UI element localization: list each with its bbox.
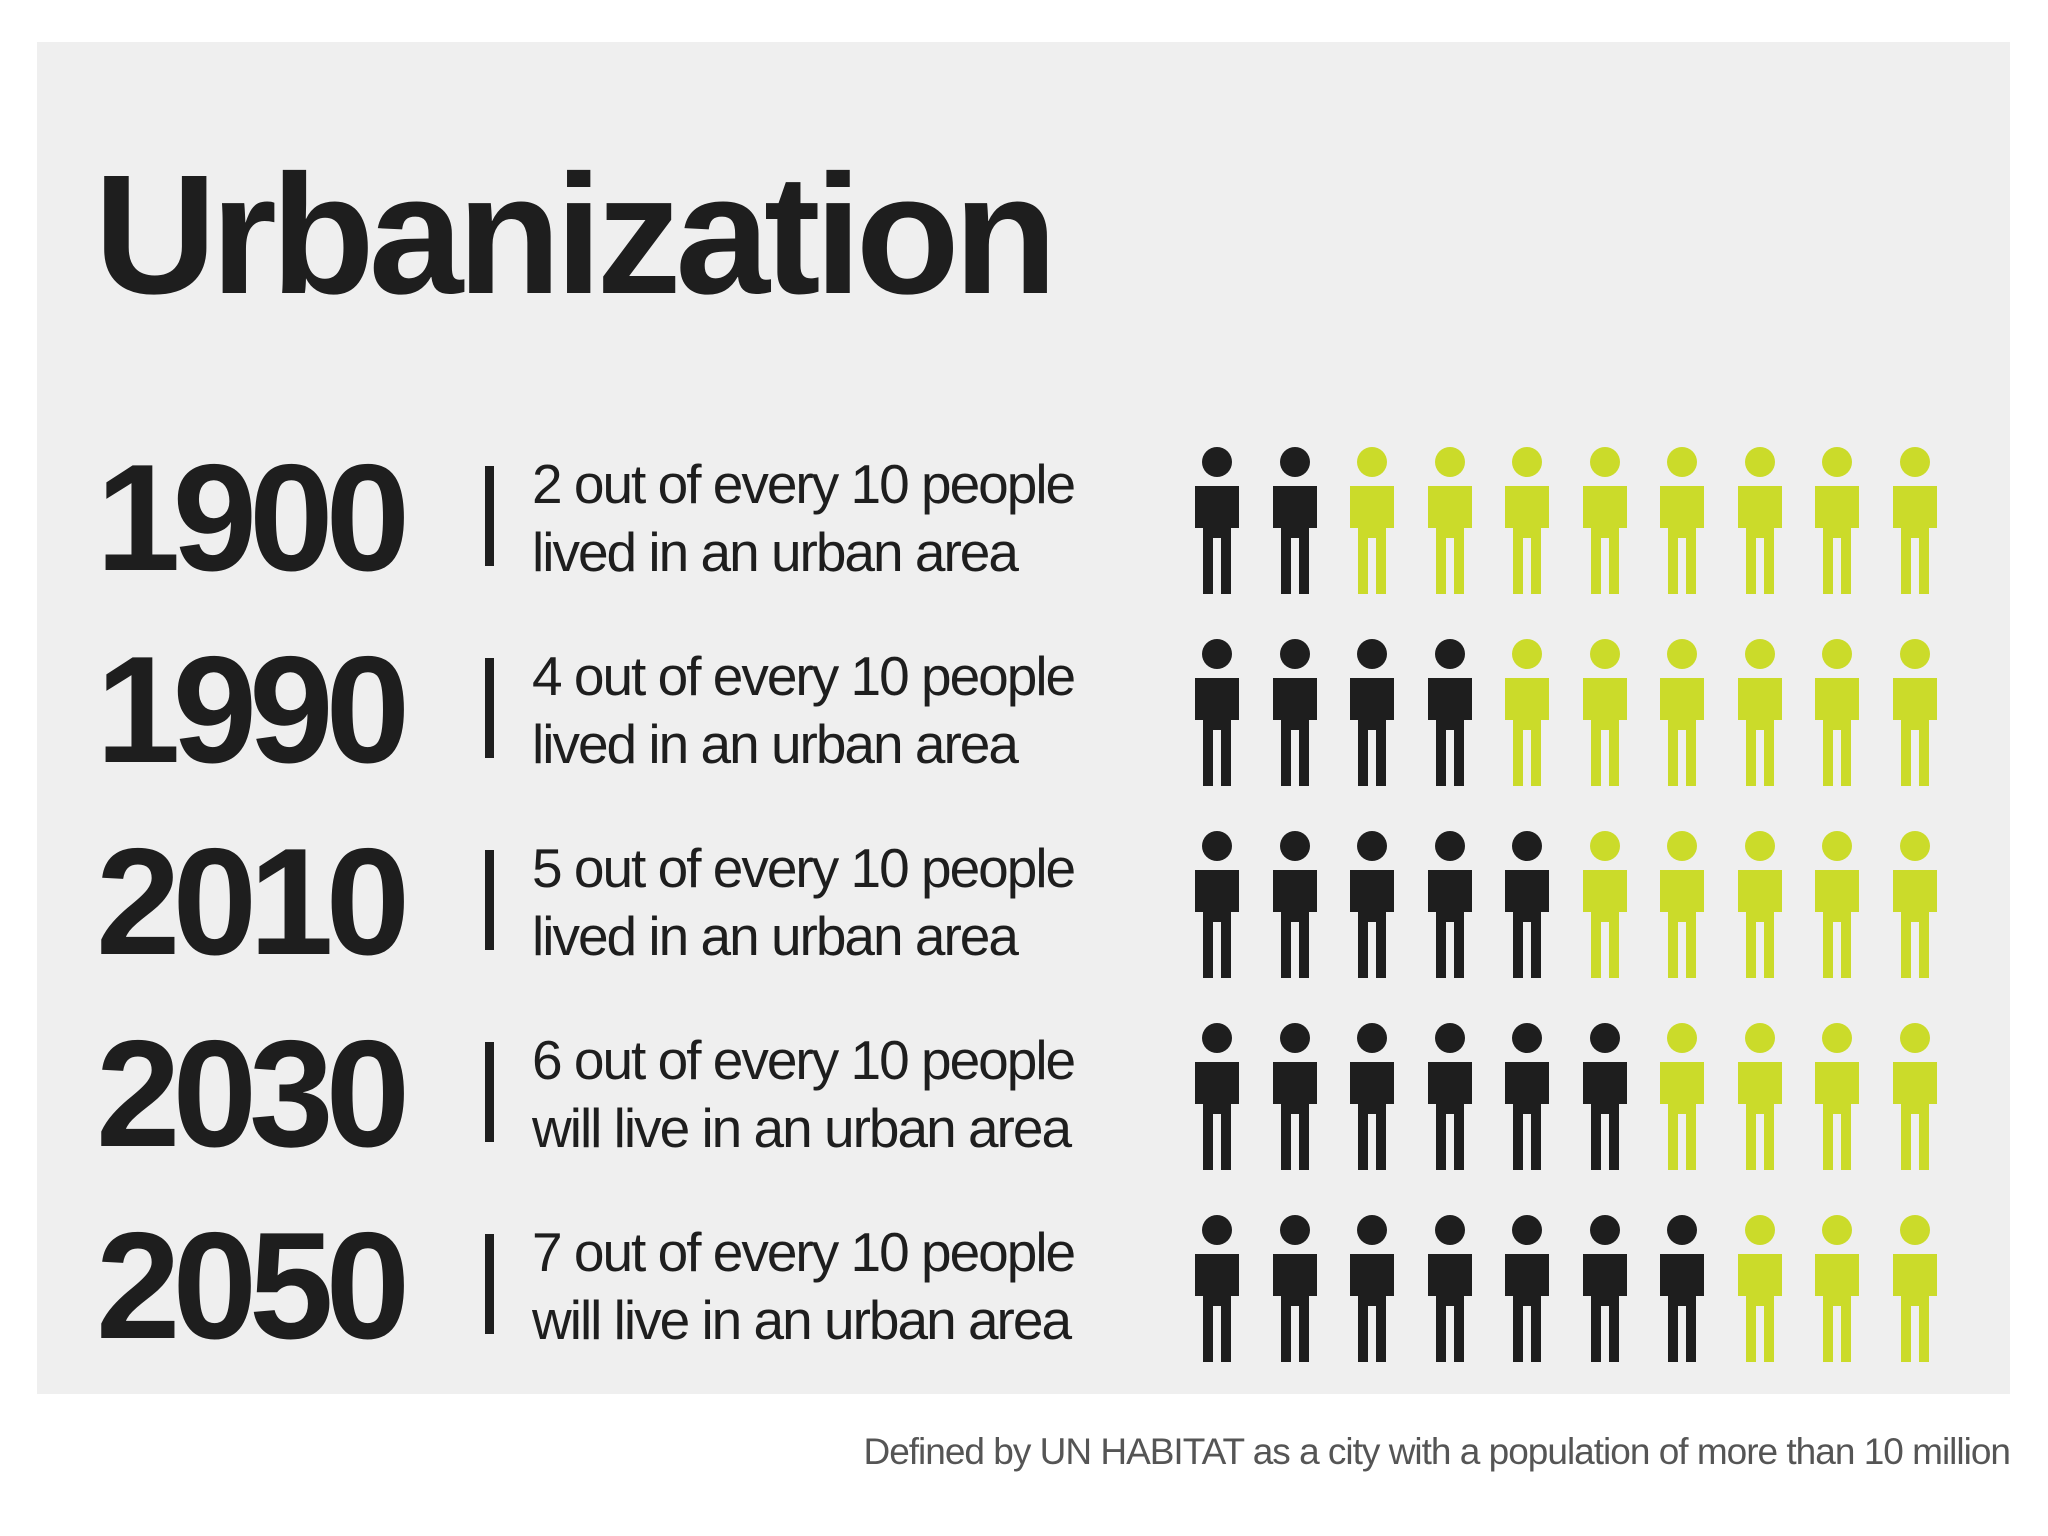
- person-icon-urban: [1272, 638, 1317, 786]
- person-icon-urban: [1582, 1022, 1627, 1170]
- person-icon-row: [1195, 1188, 1975, 1380]
- person-icon-rural: [1505, 638, 1549, 786]
- row-description: 2 out of every 10 people lived in an urba…: [532, 450, 1076, 586]
- person-icon-urban: [1427, 1214, 1472, 1362]
- person-icon-rural: [1737, 446, 1782, 594]
- row-divider: [485, 1042, 494, 1142]
- row-description: 4 out of every 10 people lived in an urba…: [532, 642, 1076, 778]
- row-divider: [485, 1234, 494, 1334]
- person-icon-rural: [1582, 638, 1627, 786]
- person-icon-urban: [1350, 830, 1394, 978]
- description-line-1: 5 out of every 10 people: [532, 837, 1076, 899]
- description-line-2: lived in an urban area: [532, 713, 1019, 775]
- person-icon-urban: [1350, 1214, 1394, 1362]
- person-icon-urban: [1427, 1022, 1472, 1170]
- person-icon-urban: [1582, 1214, 1627, 1362]
- person-icon-rural: [1737, 1022, 1782, 1170]
- row-description: 7 out of every 10 people will live in an …: [532, 1218, 1076, 1354]
- person-icon-urban: [1272, 830, 1317, 978]
- row-description: 6 out of every 10 people will live in an …: [532, 1026, 1076, 1162]
- description-line-2: lived in an urban area: [532, 905, 1019, 967]
- person-icon-urban: [1195, 446, 1239, 594]
- person-icon-rural: [1892, 638, 1937, 786]
- description-line-1: 2 out of every 10 people: [532, 453, 1076, 515]
- person-icon-row: [1195, 612, 1975, 804]
- person-icon-rural: [1582, 446, 1627, 594]
- person-icon-urban: [1350, 1022, 1394, 1170]
- person-icon-rural: [1815, 638, 1859, 786]
- row-divider: [485, 466, 494, 566]
- person-icon-urban: [1195, 638, 1239, 786]
- person-icon-row: [1195, 420, 1975, 612]
- person-icon-rural: [1815, 830, 1859, 978]
- person-icon-rural: [1737, 638, 1782, 786]
- person-icon-row: [1195, 804, 1975, 996]
- person-icon-urban: [1195, 830, 1239, 978]
- person-icon-rural: [1660, 446, 1704, 594]
- row-divider: [485, 658, 494, 758]
- year-label: 2030: [96, 1009, 410, 1179]
- person-icon-rural: [1660, 830, 1704, 978]
- person-icon-rural: [1505, 446, 1549, 594]
- person-icon-urban: [1272, 1214, 1317, 1362]
- person-icon-rural: [1582, 830, 1627, 978]
- row-divider: [485, 850, 494, 950]
- description-line-2: lived in an urban area: [532, 521, 1019, 583]
- person-icon-urban: [1195, 1214, 1239, 1362]
- person-icon-rural: [1815, 1214, 1859, 1362]
- person-icon-rural: [1660, 1022, 1704, 1170]
- person-icon-urban: [1195, 1022, 1239, 1170]
- year-row-2050: 2050 7 out of every 10 people will live in…: [0, 1188, 2048, 1380]
- person-icon-urban: [1660, 1214, 1704, 1362]
- person-icon-rural: [1660, 638, 1704, 786]
- year-row-1900: 1900 2 out of every 10 people lived in an …: [0, 420, 2048, 612]
- person-icon-urban: [1350, 638, 1394, 786]
- person-icon-rural: [1815, 446, 1859, 594]
- year-label: 2050: [96, 1201, 410, 1371]
- person-icon-rural: [1737, 1214, 1782, 1362]
- person-icon-rural: [1737, 830, 1782, 978]
- person-icon-urban: [1272, 446, 1317, 594]
- person-icon-rural: [1815, 1022, 1859, 1170]
- description-line-1: 7 out of every 10 people: [532, 1221, 1076, 1283]
- person-icon-rural: [1892, 1214, 1937, 1362]
- person-icon-rural: [1892, 830, 1937, 978]
- person-icon-urban: [1505, 1214, 1549, 1362]
- person-icon-rural: [1427, 446, 1472, 594]
- person-icon-rural: [1892, 1022, 1937, 1170]
- person-icon-urban: [1505, 1022, 1549, 1170]
- person-icon-urban: [1505, 830, 1549, 978]
- year-row-2010: 2010 5 out of every 10 people lived in an …: [0, 804, 2048, 996]
- description-line-1: 6 out of every 10 people: [532, 1029, 1076, 1091]
- person-icon-urban: [1272, 1022, 1317, 1170]
- row-description: 5 out of every 10 people lived in an urba…: [532, 834, 1076, 970]
- person-icon-urban: [1427, 830, 1472, 978]
- year-row-2030: 2030 6 out of every 10 people will live in…: [0, 996, 2048, 1188]
- person-icon-rural: [1892, 446, 1937, 594]
- year-label: 1990: [96, 625, 410, 795]
- footnote: Defined by UN HABITAT as a city with a p…: [863, 1431, 2011, 1472]
- description-line-2: will live in an urban area: [532, 1289, 1072, 1351]
- year-label: 1900: [96, 433, 410, 603]
- year-label: 2010: [96, 817, 410, 987]
- person-icon-rural: [1350, 446, 1394, 594]
- description-line-1: 4 out of every 10 people: [532, 645, 1076, 707]
- page-title: Urbanization: [94, 140, 1057, 330]
- person-icon-urban: [1427, 638, 1472, 786]
- description-line-2: will live in an urban area: [532, 1097, 1072, 1159]
- year-row-1990: 1990 4 out of every 10 people lived in an …: [0, 612, 2048, 804]
- person-icon-row: [1195, 996, 1975, 1188]
